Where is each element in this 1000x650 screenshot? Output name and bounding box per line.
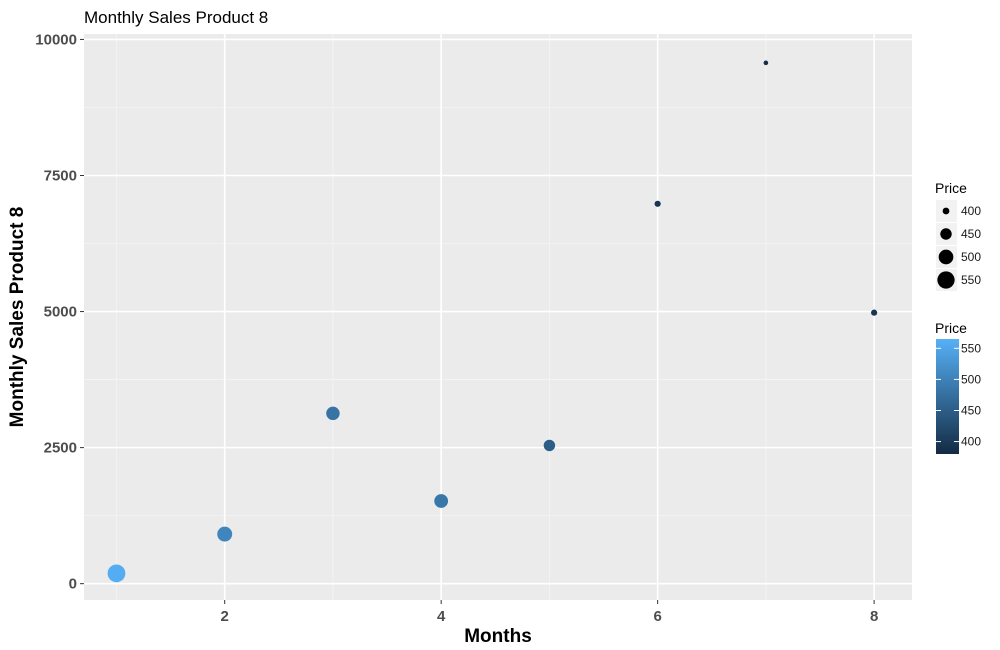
chart-title: Monthly Sales Product 8	[84, 8, 268, 27]
y-tick-label: 2500	[44, 440, 77, 457]
color-bar	[936, 339, 959, 454]
data-point	[326, 406, 340, 421]
color-legend-title: Price	[935, 320, 967, 336]
data-point	[763, 60, 769, 66]
color-legend-label: 500	[961, 372, 981, 386]
color-legend-label: 550	[961, 341, 981, 355]
x-tick-label: 2	[221, 608, 229, 625]
minor-gridlines	[84, 34, 912, 600]
size-legend-title: Price	[935, 180, 967, 196]
color-legend-label: 450	[961, 403, 981, 417]
data-point	[107, 564, 126, 583]
x-tick-label: 6	[653, 608, 661, 625]
size-legend-label: 500	[961, 250, 981, 264]
y-tick-label: 5000	[44, 304, 77, 321]
color-legend-label: 400	[961, 435, 981, 449]
y-tick-label: 0	[69, 576, 77, 593]
y-axis-title: Monthly Sales Product 8	[7, 207, 28, 428]
x-tick-label: 4	[437, 608, 446, 625]
x-axis-title: Months	[464, 626, 532, 647]
plot-panel	[84, 34, 912, 600]
x-axis-ticks: 2 4 6 8	[221, 600, 878, 625]
y-axis-ticks: 0 2500 5000 7500 10000	[35, 31, 84, 593]
data-point	[871, 309, 878, 316]
y-tick-label: 7500	[44, 168, 77, 185]
data-point	[654, 200, 661, 207]
size-legend-label: 400	[961, 204, 981, 218]
data-point	[543, 439, 556, 452]
data-point	[217, 526, 233, 542]
size-legend: Price 400 450 500 550	[935, 180, 981, 291]
data-point	[434, 494, 449, 508]
data-points	[107, 60, 878, 583]
size-legend-label: 450	[961, 227, 981, 241]
size-legend-dot	[938, 249, 954, 265]
size-legend-dot	[937, 271, 955, 289]
size-legend-dot	[940, 228, 952, 240]
y-tick-label: 10000	[35, 31, 77, 48]
color-legend: Price 550 500 450 400	[935, 320, 981, 454]
size-legend-dot	[942, 207, 950, 215]
size-legend-label: 550	[961, 273, 981, 287]
major-gridlines	[84, 34, 912, 600]
x-tick-label: 8	[870, 608, 878, 625]
